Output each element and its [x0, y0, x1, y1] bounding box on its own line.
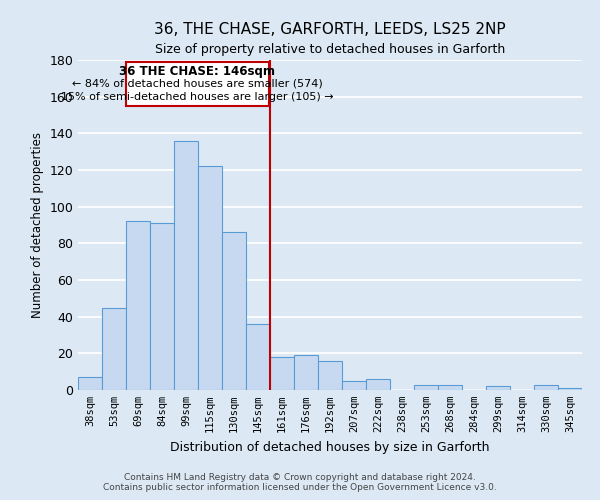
Bar — [534, 384, 558, 390]
Bar — [318, 360, 342, 390]
Bar — [270, 357, 294, 390]
Y-axis label: Number of detached properties: Number of detached properties — [31, 132, 44, 318]
Text: 36 THE CHASE: 146sqm: 36 THE CHASE: 146sqm — [119, 64, 275, 78]
Bar — [174, 140, 198, 390]
Bar — [198, 166, 222, 390]
Bar — [414, 384, 438, 390]
Bar — [558, 388, 582, 390]
Text: 15% of semi-detached houses are larger (105) →: 15% of semi-detached houses are larger (… — [61, 92, 334, 102]
Bar — [246, 324, 270, 390]
Text: Contains HM Land Registry data © Crown copyright and database right 2024.
Contai: Contains HM Land Registry data © Crown c… — [103, 473, 497, 492]
Bar — [486, 386, 510, 390]
Bar — [78, 377, 102, 390]
FancyBboxPatch shape — [126, 62, 269, 106]
Bar — [222, 232, 246, 390]
Bar — [294, 355, 318, 390]
Bar — [366, 379, 390, 390]
Text: 36, THE CHASE, GARFORTH, LEEDS, LS25 2NP: 36, THE CHASE, GARFORTH, LEEDS, LS25 2NP — [154, 22, 506, 38]
Bar — [438, 384, 462, 390]
Bar — [126, 222, 150, 390]
X-axis label: Distribution of detached houses by size in Garforth: Distribution of detached houses by size … — [170, 440, 490, 454]
Text: ← 84% of detached houses are smaller (574): ← 84% of detached houses are smaller (57… — [72, 79, 323, 89]
Text: Size of property relative to detached houses in Garforth: Size of property relative to detached ho… — [155, 42, 505, 56]
Bar — [150, 223, 174, 390]
Bar — [102, 308, 126, 390]
Bar — [342, 381, 366, 390]
